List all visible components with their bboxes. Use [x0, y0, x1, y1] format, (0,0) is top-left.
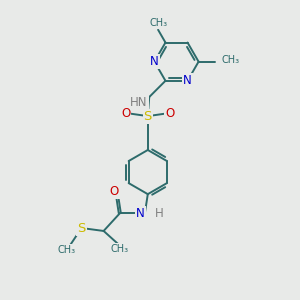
Text: H: H	[155, 207, 164, 220]
Text: N: N	[150, 55, 159, 68]
Text: O: O	[109, 185, 119, 198]
Text: O: O	[121, 107, 130, 120]
Text: CH₃: CH₃	[111, 244, 129, 254]
Text: CH₃: CH₃	[221, 55, 239, 65]
Text: HN: HN	[130, 95, 148, 109]
Text: O: O	[165, 107, 175, 120]
Text: CH₃: CH₃	[149, 18, 167, 28]
Text: CH₃: CH₃	[58, 245, 76, 255]
Text: S: S	[77, 221, 86, 235]
Text: N: N	[136, 207, 145, 220]
Text: N: N	[183, 74, 192, 87]
Text: S: S	[144, 110, 152, 123]
